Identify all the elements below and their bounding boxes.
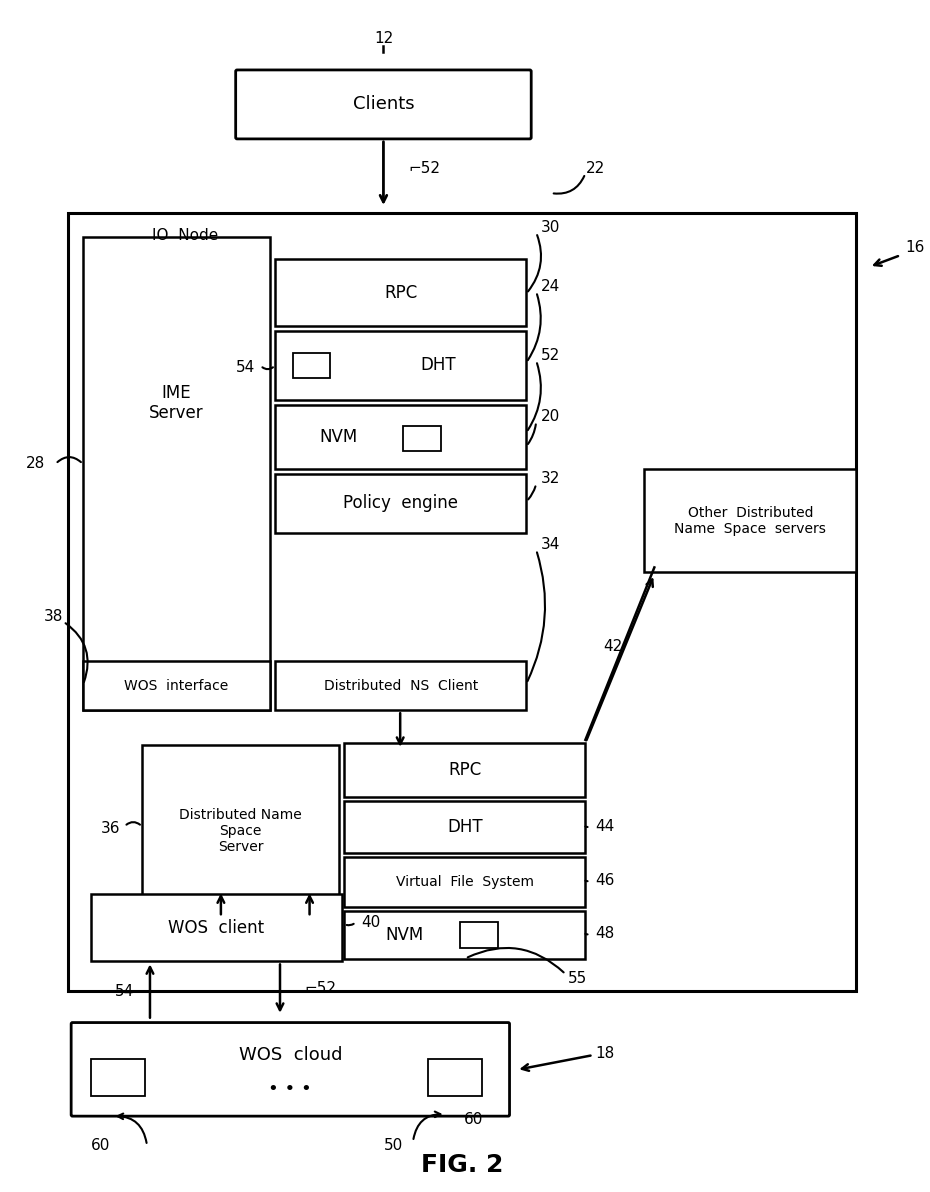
Text: 30: 30	[541, 221, 561, 235]
Text: NVM: NVM	[385, 926, 424, 944]
Bar	[344, 857, 585, 907]
Text: 22: 22	[585, 161, 604, 176]
Text: Other  Distributed
Name  Space  servers: Other Distributed Name Space servers	[674, 505, 827, 535]
Text: 48: 48	[595, 926, 615, 942]
Text: RPC: RPC	[448, 760, 482, 778]
Bar	[428, 1058, 482, 1097]
Text: 20: 20	[541, 409, 560, 424]
Bar	[275, 331, 526, 401]
Text: RPC: RPC	[384, 284, 418, 302]
Text: IO  Node: IO Node	[152, 228, 219, 242]
Text: ⌐52: ⌐52	[305, 981, 337, 995]
Text: Distributed  NS  Client: Distributed NS Client	[324, 678, 478, 693]
Text: 40: 40	[361, 914, 380, 930]
Text: FIG. 2: FIG. 2	[421, 1154, 503, 1178]
Bar	[91, 894, 342, 962]
Bar	[275, 662, 526, 710]
Bar	[344, 801, 585, 853]
Text: 50: 50	[383, 1138, 403, 1153]
Text: 28: 28	[26, 457, 46, 472]
Bar	[275, 259, 526, 327]
Bar	[83, 662, 270, 710]
Bar	[275, 405, 526, 468]
Text: • • •: • • •	[269, 1080, 312, 1098]
Bar	[293, 353, 330, 378]
Text: WOS  cloud: WOS cloud	[239, 1047, 342, 1064]
Text: 34: 34	[541, 538, 561, 552]
Text: 54: 54	[236, 360, 256, 375]
Text: 55: 55	[567, 970, 587, 986]
Text: WOS  interface: WOS interface	[125, 678, 229, 693]
Text: 32: 32	[541, 471, 561, 486]
Bar	[91, 1058, 145, 1097]
Bar	[403, 426, 441, 452]
Bar	[344, 911, 585, 958]
Text: 42: 42	[604, 639, 622, 653]
Bar	[142, 745, 339, 917]
Text: DHT: DHT	[420, 356, 457, 374]
Text: 36: 36	[101, 821, 120, 836]
Bar	[68, 213, 857, 991]
Text: Virtual  File  System: Virtual File System	[395, 875, 534, 889]
Bar	[644, 468, 857, 572]
FancyBboxPatch shape	[72, 1023, 510, 1116]
Text: 16: 16	[906, 240, 925, 255]
Text: 24: 24	[541, 279, 560, 294]
Text: 60: 60	[464, 1112, 484, 1126]
Text: NVM: NVM	[319, 428, 358, 446]
Bar	[83, 237, 270, 710]
Bar	[460, 923, 498, 948]
Text: 60: 60	[91, 1138, 111, 1153]
Text: 38: 38	[44, 609, 63, 625]
Text: 52: 52	[541, 348, 560, 364]
Bar	[344, 743, 585, 797]
Text: Policy  engine: Policy engine	[343, 495, 458, 513]
Text: Clients: Clients	[352, 95, 414, 113]
Bar	[275, 474, 526, 533]
Text: Distributed Name
Space
Server: Distributed Name Space Server	[179, 808, 302, 855]
Text: 18: 18	[595, 1045, 615, 1061]
Text: DHT: DHT	[447, 818, 483, 836]
Text: 46: 46	[595, 874, 615, 888]
Text: WOS  client: WOS client	[168, 919, 264, 937]
Text: 44: 44	[595, 819, 615, 834]
Text: 54: 54	[114, 983, 134, 999]
Text: ⌐52: ⌐52	[408, 161, 440, 176]
FancyBboxPatch shape	[235, 70, 531, 139]
Text: 12: 12	[374, 31, 393, 46]
Text: IME
Server: IME Server	[149, 384, 204, 422]
